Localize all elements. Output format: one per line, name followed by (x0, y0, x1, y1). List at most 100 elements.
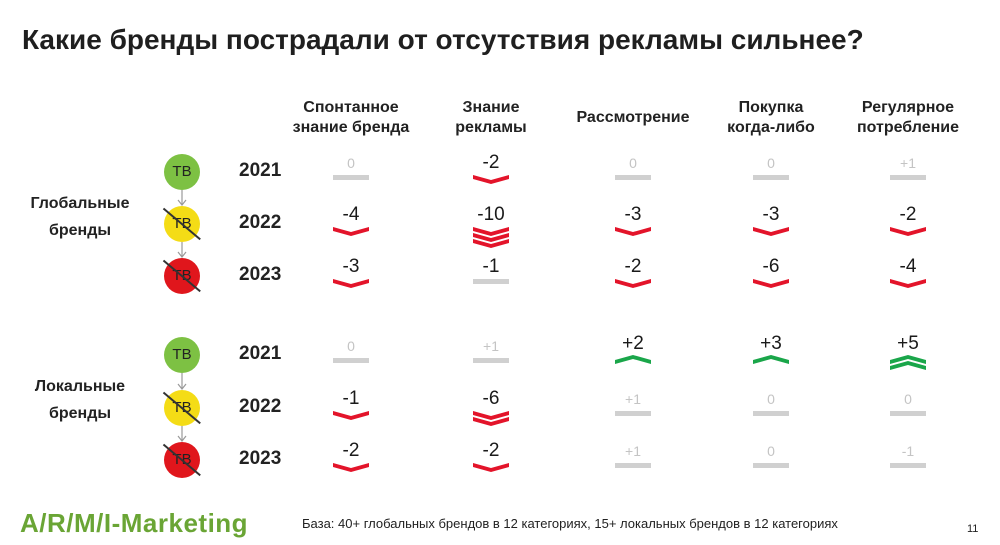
year-label: 2023 (239, 448, 282, 469)
no-change-bar (890, 175, 926, 180)
metric-change-value: -2 (482, 440, 500, 461)
tv-status-icon: ТВ (163, 206, 201, 242)
no-change-mark (753, 463, 789, 468)
chevron-stroke (753, 227, 789, 236)
metric-change-value: 0 (767, 391, 775, 407)
decline-chevron-icon (333, 227, 369, 236)
metric-cell: +2 (593, 333, 673, 367)
column-header-line: Спонтанное (303, 99, 399, 116)
year-label: 2021 (239, 160, 282, 181)
chevron-stroke (615, 279, 651, 288)
metric-change-value: -2 (899, 204, 917, 225)
metric-change-value: -1 (901, 443, 915, 459)
tv-connector-arrow-icon (177, 199, 187, 206)
metric-cell: +5 (868, 333, 948, 373)
metric-cell: +1 (593, 388, 673, 418)
metric-cell: -1 (868, 440, 948, 470)
metric-change-value: +1 (483, 338, 499, 354)
metric-cell: +1 (868, 152, 948, 182)
growth-chevron-icon (890, 355, 926, 370)
group-label-line: бренды (48, 405, 112, 422)
chevron-stroke (333, 279, 369, 288)
company-logo: A/R/M/I-Marketing (20, 508, 249, 538)
metric-change-value: 0 (767, 443, 775, 459)
column-header-line: Рассмотрение (576, 109, 690, 126)
decline-chevron-icon (473, 463, 509, 472)
metric-change-value: -6 (482, 388, 500, 409)
tv-status-icon: ТВ (163, 442, 201, 478)
metric-cell: -2 (311, 440, 391, 474)
page-title: Какие бренды пострадали от отсутствия ре… (22, 24, 864, 55)
tv-connector-arrow-icon (177, 251, 187, 258)
no-change-bar (615, 463, 651, 468)
no-change-bar (753, 411, 789, 416)
no-change-mark (890, 463, 926, 468)
decline-chevron-icon (333, 463, 369, 472)
chevron-stroke (753, 279, 789, 288)
group-label: Локальные бренды (20, 373, 140, 427)
tv-status-icon: ТВ (164, 337, 200, 373)
no-change-bar (473, 279, 509, 284)
chevron-stroke (333, 463, 369, 472)
decline-chevron-icon (473, 175, 509, 184)
metric-cell: -1 (451, 256, 531, 286)
tv-label: ТВ (172, 346, 192, 363)
metric-cell: -2 (451, 152, 531, 186)
decline-chevron-icon (333, 279, 369, 288)
metric-cell: -3 (311, 256, 391, 290)
column-header: Спонтанное знание бренда (276, 98, 426, 138)
metric-change-value: 0 (347, 155, 355, 171)
tv-status-icon: ТВ (163, 258, 201, 294)
decline-chevron-icon (890, 227, 926, 236)
metric-change-value: -3 (342, 256, 360, 277)
metric-cell: -2 (593, 256, 673, 290)
no-tv-strike-icon (163, 207, 201, 240)
no-change-mark (615, 463, 651, 468)
no-change-bar (753, 175, 789, 180)
growth-chevron-icon (753, 355, 789, 364)
tv-status-icon: ТВ (164, 154, 200, 190)
metric-cell: 0 (731, 388, 811, 418)
chevron-stroke (615, 355, 651, 364)
no-change-bar (753, 463, 789, 468)
metric-change-value: +1 (900, 155, 916, 171)
no-change-bar (615, 175, 651, 180)
tv-connector-arrow-icon (177, 383, 187, 390)
column-header: Знание рекламы (416, 98, 566, 138)
metric-change-value: +1 (625, 443, 641, 459)
growth-chevron-icon (615, 355, 651, 364)
metric-cell: -6 (451, 388, 531, 428)
tv-label: ТВ (172, 163, 192, 180)
chevron-stroke (333, 411, 369, 420)
column-header: Регулярное потребление (833, 98, 983, 138)
metric-change-value: 0 (629, 155, 637, 171)
decline-chevron-icon (753, 227, 789, 236)
chevron-stroke (473, 411, 509, 420)
metric-cell: +1 (451, 335, 531, 365)
metric-cell: 0 (731, 440, 811, 470)
chevron-stroke (333, 227, 369, 236)
metric-cell: -3 (731, 204, 811, 238)
metric-cell: -2 (868, 204, 948, 238)
no-change-mark (753, 175, 789, 180)
no-change-bar (473, 358, 509, 363)
group-label-line: Глобальные (30, 195, 130, 212)
column-header-line: Покупка (738, 99, 804, 116)
no-change-bar (615, 411, 651, 416)
no-change-bar (890, 463, 926, 468)
group-label-line: Локальные (34, 378, 126, 395)
metric-change-value: -3 (762, 204, 780, 225)
decline-chevron-icon (473, 411, 509, 426)
chevron-stroke (890, 355, 926, 364)
year-label: 2023 (239, 264, 282, 285)
metric-cell: -4 (311, 204, 391, 238)
metric-cell: 0 (593, 152, 673, 182)
metric-change-value: 0 (347, 338, 355, 354)
metric-cell: 0 (311, 152, 391, 182)
metric-change-value: 0 (767, 155, 775, 171)
chevron-stroke (473, 239, 509, 248)
metric-cell: -1 (311, 388, 391, 422)
metric-change-value: 0 (904, 391, 912, 407)
metric-change-value: +2 (622, 333, 644, 354)
metric-change-value: +3 (760, 333, 782, 354)
